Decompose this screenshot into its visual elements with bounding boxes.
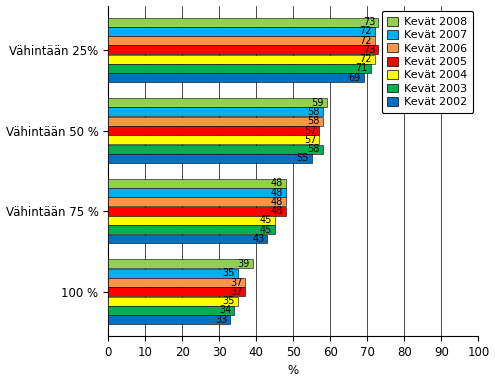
Text: 39: 39 bbox=[238, 259, 249, 269]
Text: 37: 37 bbox=[230, 278, 242, 288]
X-axis label: %: % bbox=[288, 365, 299, 377]
Bar bbox=[108, 278, 245, 287]
Bar bbox=[108, 154, 312, 163]
Text: 34: 34 bbox=[219, 305, 231, 315]
Text: 59: 59 bbox=[311, 98, 324, 108]
Text: 48: 48 bbox=[271, 188, 283, 198]
Text: 37: 37 bbox=[230, 287, 242, 297]
Bar bbox=[108, 315, 230, 324]
Text: 58: 58 bbox=[307, 107, 320, 117]
Bar bbox=[108, 225, 275, 234]
Bar bbox=[108, 296, 238, 306]
Bar bbox=[108, 73, 364, 82]
Bar bbox=[108, 36, 375, 45]
Text: 45: 45 bbox=[259, 216, 272, 226]
Bar bbox=[108, 64, 371, 73]
Bar bbox=[108, 135, 319, 144]
Bar bbox=[108, 260, 252, 268]
Text: 48: 48 bbox=[271, 206, 283, 216]
Text: 73: 73 bbox=[363, 17, 375, 27]
Text: 72: 72 bbox=[359, 54, 372, 64]
Bar bbox=[108, 126, 319, 135]
Text: 73: 73 bbox=[363, 45, 375, 55]
Text: 58: 58 bbox=[307, 116, 320, 126]
Bar bbox=[108, 145, 323, 154]
Text: 35: 35 bbox=[222, 296, 235, 306]
Bar bbox=[108, 188, 286, 197]
Text: 48: 48 bbox=[271, 197, 283, 207]
Bar bbox=[108, 98, 327, 107]
Bar bbox=[108, 46, 378, 54]
Bar bbox=[108, 216, 275, 225]
Text: 35: 35 bbox=[222, 268, 235, 278]
Bar bbox=[108, 108, 323, 116]
Text: 72: 72 bbox=[359, 36, 372, 46]
Text: 33: 33 bbox=[215, 315, 227, 325]
Bar bbox=[108, 207, 286, 216]
Text: 55: 55 bbox=[297, 153, 309, 164]
Bar bbox=[108, 197, 286, 206]
Bar bbox=[108, 55, 375, 64]
Bar bbox=[108, 27, 375, 36]
Bar bbox=[108, 306, 234, 315]
Bar bbox=[108, 269, 238, 278]
Text: 71: 71 bbox=[356, 64, 368, 74]
Bar bbox=[108, 117, 323, 126]
Text: 43: 43 bbox=[252, 234, 264, 244]
Legend: Kevät 2008, Kevät 2007, Kevät 2006, Kevät 2005, Kevät 2004, Kevät 2003, Kevät 20: Kevät 2008, Kevät 2007, Kevät 2006, Kevä… bbox=[382, 11, 473, 113]
Text: 72: 72 bbox=[359, 26, 372, 36]
Text: 48: 48 bbox=[271, 178, 283, 188]
Bar bbox=[108, 287, 245, 296]
Bar bbox=[108, 179, 286, 188]
Text: 45: 45 bbox=[259, 225, 272, 235]
Text: 57: 57 bbox=[304, 135, 316, 145]
Text: 58: 58 bbox=[307, 144, 320, 154]
Bar bbox=[108, 18, 378, 26]
Text: 69: 69 bbox=[348, 73, 361, 83]
Bar bbox=[108, 234, 267, 244]
Text: 57: 57 bbox=[304, 126, 316, 136]
